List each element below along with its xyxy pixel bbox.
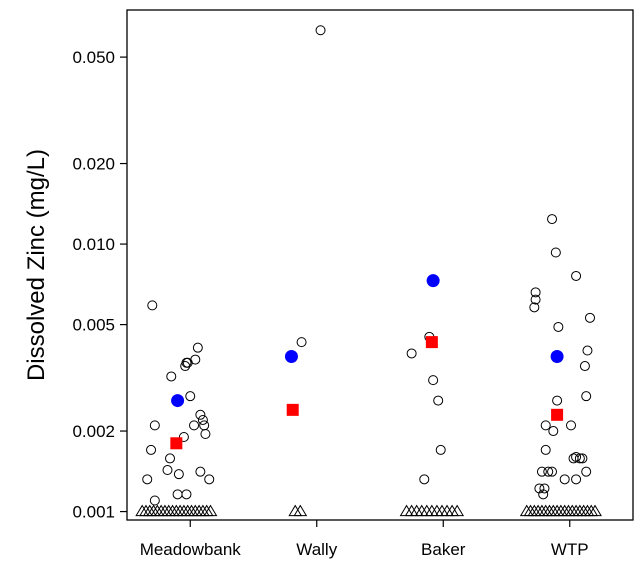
mean-dot [426,274,440,288]
x-tick-label: Wally [296,540,337,559]
median-square [551,408,564,421]
detected-point [530,294,541,305]
y-axis: 0.001 0.002 0.005 0.010 0.020 0.050 [72,48,127,522]
detected-point [142,474,153,485]
detected-point [190,354,201,365]
detected-point [584,312,595,323]
detected-point [543,466,554,477]
median-square [425,336,438,349]
detected-point [529,302,540,313]
nondetect-triangle-point [450,504,465,517]
x-tick-label: Baker [421,540,466,559]
detected-point [577,453,588,464]
detected-point [553,321,564,332]
detected-point [548,426,559,437]
data-marks [135,25,602,517]
detected-point [547,214,558,225]
detected-point [197,414,208,425]
y-tick-label: 0.005 [72,316,115,335]
nondetect-triangle-point [203,504,218,517]
mean-dot [171,394,185,408]
detected-point [146,444,157,455]
detected-point [419,474,430,485]
x-tick-label: WTP [551,540,589,559]
detected-point [534,483,545,494]
detected-point [433,395,444,406]
detected-point [181,489,192,500]
detected-point [530,287,541,298]
detected-point [559,474,570,485]
detected-point [435,444,446,455]
detected-point [550,247,561,258]
detected-point [571,474,582,485]
nondetect-triangle-point [588,504,602,517]
nondetect-triangle-point [293,504,308,517]
median-square [170,437,183,450]
detected-point [195,466,206,477]
x-axis: Meadowbank Wally Baker WTP [140,520,589,559]
y-tick-label: 0.010 [72,235,115,254]
detected-point [149,420,160,431]
detected-point [185,391,196,402]
detected-point [147,300,158,311]
y-tick-label: 0.050 [72,48,115,67]
detected-point [540,420,551,431]
detected-point [540,444,551,455]
detected-point [315,25,326,36]
y-tick-label: 0.001 [72,503,115,522]
detected-point [199,420,210,431]
detected-point [547,466,558,477]
detected-point [166,371,177,382]
detected-point [162,465,173,476]
median-square [286,403,299,416]
detected-point [566,420,577,431]
y-tick-label: 0.020 [72,155,115,174]
detected-point [574,453,585,464]
detected-point [204,474,215,485]
detected-point [172,489,183,500]
detected-point [149,495,160,506]
detected-point [173,469,184,480]
mean-dot [550,349,564,363]
detected-point [192,342,203,353]
mean-dot [284,349,298,363]
detected-point [406,348,417,359]
detected-point [538,489,549,500]
plot-frame [126,9,634,521]
detected-point [165,453,176,464]
detected-point [552,395,563,406]
detected-point [296,337,307,348]
detected-point [579,361,590,372]
detected-point [189,420,200,431]
x-tick-label: Meadowbank [140,540,242,559]
detected-point [200,428,211,439]
detected-point [195,409,206,420]
detected-point [582,345,593,356]
y-axis-title: Dissolved Zinc (mg/L) [23,149,50,381]
detected-point [428,375,439,386]
detected-point [536,466,547,477]
detected-point [571,270,582,281]
detected-point [178,432,189,443]
detected-point [539,483,550,494]
y-tick-label: 0.002 [72,422,115,441]
detected-point [581,466,592,477]
detected-point [581,391,592,402]
